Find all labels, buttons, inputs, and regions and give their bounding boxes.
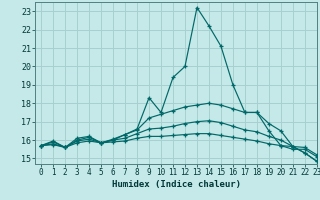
X-axis label: Humidex (Indice chaleur): Humidex (Indice chaleur) [111,180,241,189]
